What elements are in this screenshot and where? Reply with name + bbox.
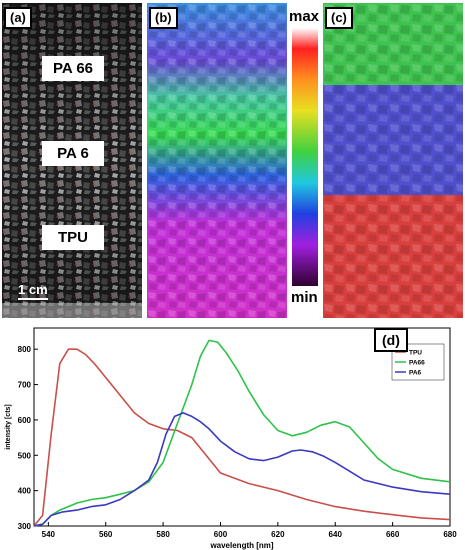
y-tick-label: 700 — [18, 381, 32, 390]
panel-b-image: (b) — [147, 3, 287, 318]
panel-b-tag: (b) — [149, 7, 178, 29]
panel-d-chart: 540 560 580 600 620 640 660 680 300 400 500 600 700 8… — [0, 320, 465, 550]
y-tick-label: 400 — [18, 487, 32, 496]
legend-label-tpu: TPU — [409, 350, 422, 357]
plot-area — [33, 327, 451, 527]
x-tick-label: 560 — [99, 530, 113, 539]
scalebar-label: 1 cm — [18, 282, 48, 297]
label-pa66: PA 66 — [42, 56, 104, 81]
label-pa6: PA 6 — [42, 141, 104, 166]
colorscale-bar — [292, 28, 318, 286]
panel-a-tag: (a) — [4, 7, 32, 29]
x-tick-label: 540 — [42, 530, 56, 539]
x-tick-label: 620 — [271, 530, 285, 539]
y-tick-label: 300 — [18, 522, 32, 531]
colorscale-max-label: max — [289, 8, 320, 25]
x-tick-label: 580 — [156, 530, 170, 539]
scalebar-line — [18, 298, 48, 300]
panel-c-image: (c) — [323, 3, 463, 318]
panel-c-texture — [323, 3, 463, 318]
series-line-pa6 — [33, 412, 451, 527]
x-tick-label: 640 — [329, 530, 343, 539]
x-tick-label: 600 — [214, 530, 228, 539]
legend-label-pa66: PA66 — [409, 360, 425, 367]
x-tick-label: 660 — [386, 530, 400, 539]
y-tick-label: 500 — [18, 451, 32, 460]
series-line-tpu — [33, 348, 451, 527]
spectrum-chart: 540 560 580 600 620 640 660 680 300 400 500 600 700 8… — [5, 327, 457, 550]
colorscale-min-label: min — [291, 289, 318, 306]
y-tick-label: 600 — [18, 416, 32, 425]
x-tick-label: 680 — [443, 530, 457, 539]
y-tick-label: 800 — [18, 345, 32, 354]
panel-a-image: (a) PA 66 PA 6 TPU 1 cm — [2, 3, 142, 318]
y-axis-label: intensity [cts] — [5, 404, 12, 450]
panel-d-tag: (d) — [374, 328, 408, 352]
panel-c-tag: (c) — [325, 7, 353, 29]
x-axis-label: wavelength [nm] — [209, 541, 273, 550]
label-tpu: TPU — [42, 225, 104, 250]
panel-b-texture — [147, 3, 287, 318]
series-line-pa66 — [33, 339, 451, 527]
legend-label-pa6: PA6 — [409, 370, 422, 377]
